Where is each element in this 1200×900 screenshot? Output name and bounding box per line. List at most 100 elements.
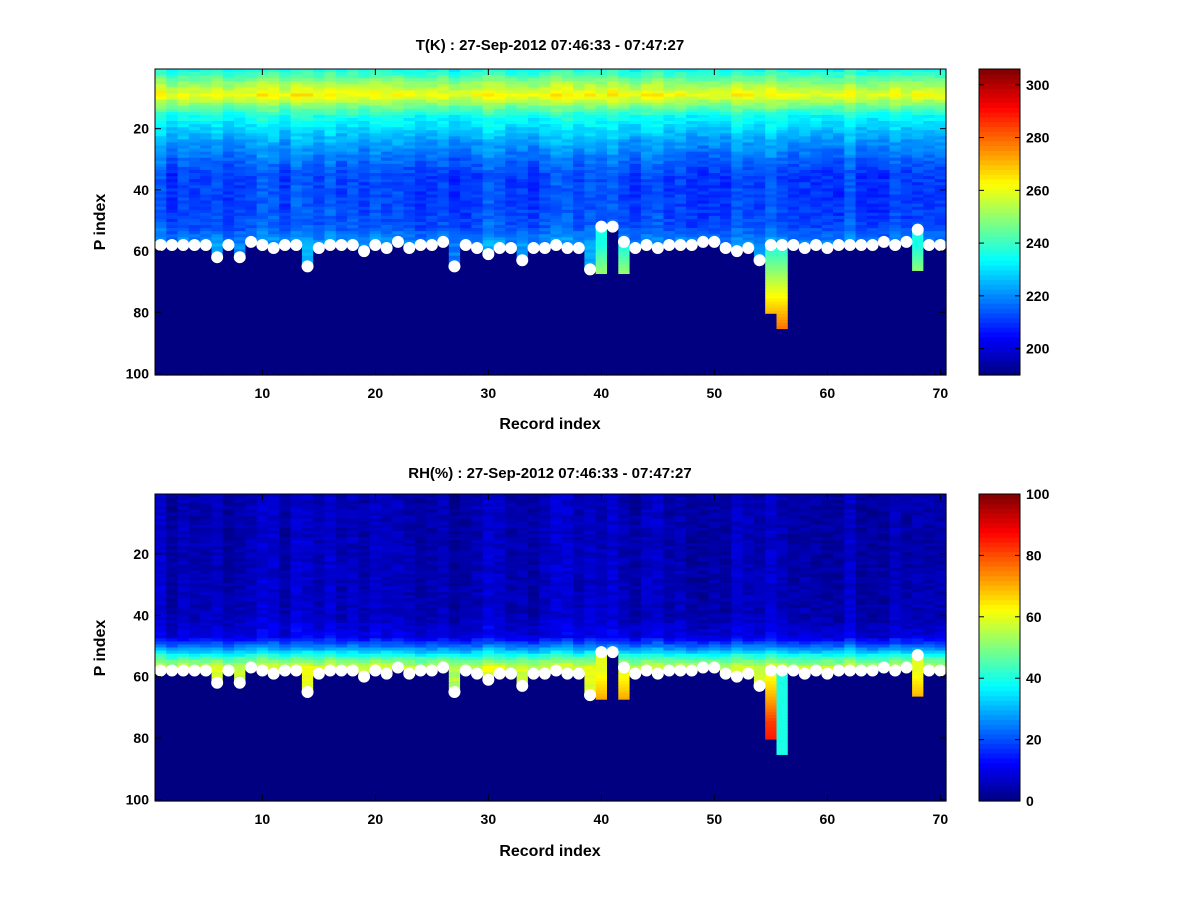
heatmap-cell [166, 326, 179, 330]
heatmap-cell [211, 154, 224, 159]
heatmap-cell [527, 264, 540, 269]
heatmap-cell [313, 277, 326, 281]
heatmap-cell [245, 145, 258, 150]
heatmap-cell [369, 130, 382, 134]
heatmap-cell [268, 359, 280, 364]
heatmap-cell [188, 231, 201, 235]
heatmap-cell [358, 185, 371, 189]
heatmap-cell [482, 310, 495, 315]
heatmap-cell [505, 289, 518, 293]
heatmap-cell [211, 277, 224, 281]
heatmap-cell [584, 99, 597, 104]
heatmap-cell [471, 90, 484, 95]
heatmap-cell [166, 310, 179, 315]
heatmap-cell [290, 87, 303, 92]
heatmap-cell [550, 81, 563, 85]
heatmap-cell [392, 359, 405, 364]
heatmap-cell [414, 139, 427, 144]
heatmap-cell [426, 133, 439, 137]
heatmap-cell [697, 111, 710, 116]
heatmap-cell [403, 194, 416, 199]
heatmap-cell [595, 301, 608, 306]
heatmap-cell [335, 264, 348, 269]
heatmap-cell [222, 316, 235, 321]
heatmap-cell [448, 114, 461, 119]
heatmap-cell [279, 249, 292, 254]
heatmap-cell [392, 102, 405, 107]
heatmap-cell [200, 163, 213, 168]
heatmap-cell [505, 176, 518, 180]
heatmap-cell [471, 338, 484, 342]
heatmap-cell [607, 261, 619, 266]
heatmap-cell [448, 240, 461, 245]
heatmap-cell [200, 267, 213, 272]
heatmap-cell [607, 108, 619, 113]
heatmap-cell [663, 218, 676, 223]
heatmap-cell [324, 264, 337, 269]
heatmap-cell [595, 261, 608, 266]
heatmap-cell [200, 200, 213, 205]
heatmap-cell [674, 117, 687, 122]
heatmap-cell [256, 326, 269, 330]
heatmap-cell [460, 96, 472, 101]
heatmap-cell [177, 292, 190, 297]
heatmap-cell [426, 332, 439, 336]
heatmap-cell [482, 264, 495, 269]
heatmap-cell [155, 218, 167, 223]
heatmap-cell [358, 298, 371, 303]
heatmap-cell [708, 78, 721, 82]
heatmap-cell [403, 347, 416, 352]
heatmap-cell [460, 182, 472, 186]
heatmap-cell [697, 69, 710, 73]
heatmap-cell [482, 93, 495, 98]
heatmap-cell [663, 69, 676, 73]
heatmap-cell [482, 130, 495, 134]
heatmap-cell [652, 258, 665, 263]
heatmap-cell [234, 78, 246, 82]
heatmap-cell [708, 127, 721, 131]
heatmap-cell [268, 200, 280, 205]
heatmap-cell [177, 326, 190, 330]
heatmap-cell [369, 231, 382, 235]
heatmap-cell [561, 121, 574, 125]
heatmap-cell [268, 298, 280, 303]
heatmap-cell [663, 335, 676, 339]
heatmap-cell [595, 166, 608, 171]
heatmap-cell [663, 249, 676, 254]
heatmap-cell [414, 292, 427, 297]
heatmap-cell [674, 136, 687, 140]
heatmap-cell [708, 96, 721, 101]
heatmap-cell [595, 307, 608, 312]
heatmap-cell [414, 188, 427, 192]
heatmap-cell [234, 99, 246, 104]
heatmap-cell [403, 93, 416, 98]
heatmap-cell [335, 301, 348, 306]
heatmap-cell [324, 359, 337, 364]
heatmap-cell [392, 283, 405, 287]
heatmap-cell [381, 145, 393, 150]
heatmap-cell [595, 197, 608, 202]
heatmap-cell [663, 188, 676, 192]
heatmap-cell [448, 274, 461, 278]
heatmap-cell [347, 124, 359, 128]
heatmap-cell [268, 75, 280, 79]
heatmap-cell [629, 188, 642, 192]
heatmap-cell [539, 218, 552, 223]
heatmap-cell [166, 176, 179, 180]
heatmap-cell [177, 114, 190, 119]
heatmap-cell [663, 111, 676, 116]
heatmap-cell [211, 316, 224, 321]
heatmap-cell [595, 280, 608, 284]
heatmap-cell [245, 319, 258, 324]
heatmap-cell [561, 252, 574, 257]
heatmap-cell [460, 200, 472, 205]
heatmap-cell [313, 130, 326, 134]
heatmap-cell [403, 255, 416, 260]
heatmap-cell [166, 81, 179, 85]
heatmap-cell [324, 166, 337, 171]
heatmap-cell [595, 255, 608, 260]
heatmap-cell [584, 237, 597, 241]
heatmap-cell [516, 231, 529, 235]
heatmap-cell [256, 298, 269, 303]
heatmap-cell [708, 173, 721, 177]
